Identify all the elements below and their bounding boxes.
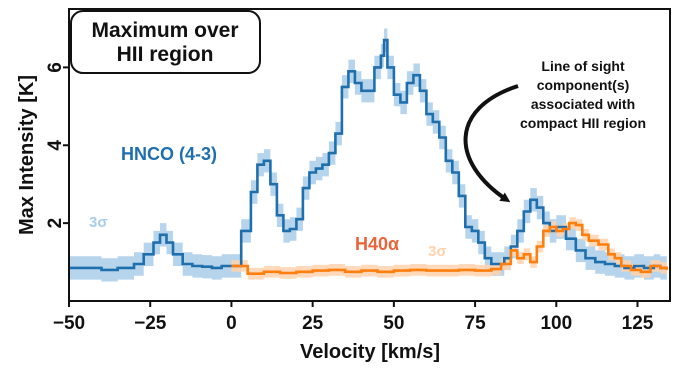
- x-tick-label: −50: [53, 313, 85, 334]
- y-axis-title: Max Intensity [K]: [16, 75, 38, 235]
- y-axis-ticks: 2 4 6: [45, 62, 69, 228]
- uncertainty-bands: [69, 28, 667, 282]
- h40-sigma-label: 3σ: [428, 243, 447, 260]
- series-lines: [69, 38, 669, 275]
- uncertainty-band-hnco: [69, 28, 667, 282]
- hnco-series-label: HNCO (4-3): [121, 144, 217, 164]
- hnco-sigma-label: 3σ: [89, 214, 108, 231]
- plot-area: [69, 28, 669, 282]
- h40-series-label: H40α: [355, 234, 399, 254]
- annotation-line-4: compact HII region: [520, 115, 646, 131]
- x-tick-label: 125: [622, 313, 654, 334]
- annotation-line-2: component(s): [537, 77, 630, 93]
- annotation-line-1: Line of sight: [541, 58, 625, 74]
- y-tick-label: 2: [45, 218, 66, 229]
- region-box: Maximum over HII region: [70, 10, 261, 74]
- annotation-line-3: associated with: [531, 96, 635, 112]
- series-line-h40: [231, 221, 669, 275]
- x-tick-label: 50: [383, 313, 404, 334]
- plot-frame: [68, 8, 671, 302]
- uncertainty-band-h40: [231, 217, 667, 280]
- y-tick-label: 6: [45, 62, 66, 73]
- x-tick-label: −25: [134, 313, 167, 334]
- region-box-line-1: Maximum over: [91, 19, 238, 42]
- x-tick-label: 75: [465, 313, 487, 334]
- annotation: Line of sight component(s) associated wi…: [463, 58, 646, 203]
- region-box-line-2: HII region: [117, 43, 214, 66]
- x-tick-label: 25: [302, 313, 324, 334]
- y-tick-label: 4: [45, 140, 66, 151]
- x-axis-ticks: −50 −25 0 25 50 75 100 125: [53, 301, 654, 334]
- x-tick-label: 100: [540, 313, 572, 334]
- annotation-arrow: [463, 84, 519, 203]
- x-tick-label: 0: [226, 313, 237, 334]
- x-axis-title: Velocity [km/s]: [300, 341, 440, 363]
